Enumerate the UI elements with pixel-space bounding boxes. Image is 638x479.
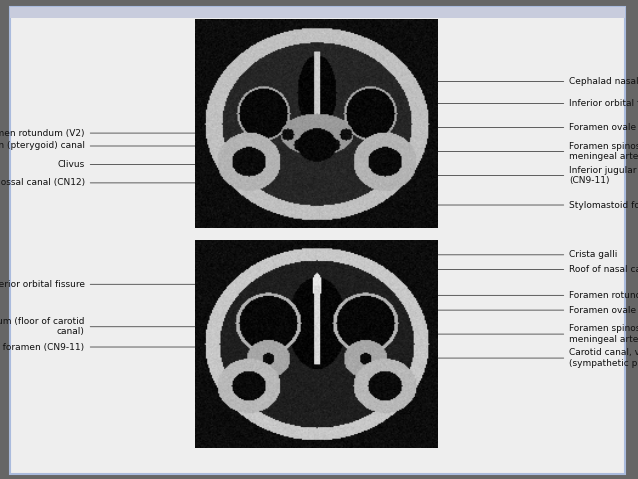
Text: Foramen spinosum (middle
meningeal artery): Foramen spinosum (middle meningeal arter… <box>414 142 638 161</box>
Text: Jugular foramen (CN9-11): Jugular foramen (CN9-11) <box>0 342 228 352</box>
Text: Stylomastoid foramen (CN7): Stylomastoid foramen (CN7) <box>414 201 638 209</box>
Text: Vidian (pterygoid) canal: Vidian (pterygoid) canal <box>0 141 253 150</box>
Text: Crista galli: Crista galli <box>421 251 618 259</box>
Text: Inferior jugular foramen
(CN9-11): Inferior jugular foramen (CN9-11) <box>414 166 638 185</box>
Text: Foramen rotundum (V2): Foramen rotundum (V2) <box>0 128 262 137</box>
Text: Inferior orbital fissure: Inferior orbital fissure <box>0 280 228 289</box>
Text: Hypoglossal canal (CN12): Hypoglossal canal (CN12) <box>0 178 250 187</box>
Text: Foramen ovale (V3): Foramen ovale (V3) <box>421 306 638 315</box>
Text: Roof of nasal cavity: Roof of nasal cavity <box>421 265 638 274</box>
Text: Foramen ovale (V3): Foramen ovale (V3) <box>414 123 638 132</box>
Text: Foramen lacerum (floor of carotid
canal): Foramen lacerum (floor of carotid canal) <box>0 317 228 336</box>
Text: Inferior orbital fissure: Inferior orbital fissure <box>389 99 638 108</box>
Text: Foramen rotundum (V2): Foramen rotundum (V2) <box>421 291 638 300</box>
Text: Clivus: Clivus <box>57 160 255 169</box>
Text: Carotid canal, vertical segment
(sympathetic plexus): Carotid canal, vertical segment (sympath… <box>421 348 638 368</box>
Text: Cephalad nasal cavity: Cephalad nasal cavity <box>389 77 638 86</box>
Text: Foramen spinosum (middle
meningeal artery): Foramen spinosum (middle meningeal arter… <box>421 324 638 344</box>
